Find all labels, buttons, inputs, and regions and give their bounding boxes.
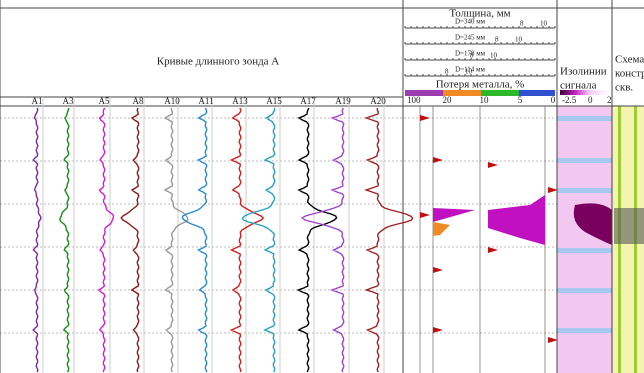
scheme-defect: [614, 208, 644, 244]
scale-tick-label: 10: [515, 36, 523, 44]
color-bar: [519, 90, 555, 96]
isoline-stripe: [557, 158, 612, 163]
well-log: Кривые длинного зонда А Толщина, мм Поте…: [0, 0, 644, 373]
curve-label: A3: [63, 96, 74, 106]
curve-label: A1: [32, 96, 43, 106]
isoline-tick-label: 2: [607, 95, 612, 105]
scheme-title: констр: [615, 68, 644, 80]
loss-tick-label: 0: [551, 95, 556, 105]
isoline-stripe: [557, 288, 612, 293]
scale-tick-label: 8: [520, 20, 524, 28]
scale-label: D=340 мм: [455, 18, 486, 26]
curve-label: A11: [198, 96, 213, 106]
loss-tick-label: 10: [480, 95, 490, 105]
curve-label: A15: [266, 96, 282, 106]
scheme-title: скв.: [615, 82, 633, 94]
curves-title: Кривые длинного зонда А: [157, 56, 280, 68]
isoline-stripe: [557, 188, 612, 193]
curve-label: A5: [99, 96, 110, 106]
isoline-stripe: [557, 248, 612, 253]
scale-tick-label: 10: [540, 20, 548, 28]
background: [0, 0, 644, 373]
curve-label: A19: [335, 96, 351, 106]
curve-label: A20: [370, 96, 386, 106]
scale-tick-label: 10: [465, 68, 473, 76]
scale-label: D=245 мм: [455, 34, 486, 42]
curve-label: A17: [300, 96, 316, 106]
isoline-tick-label: -2.5: [562, 95, 577, 105]
scale-tick-label: 8: [445, 68, 449, 76]
isoline-stripe: [557, 116, 612, 121]
loss-tick-label: 5: [518, 95, 523, 105]
scale-tick-label: 8: [495, 36, 499, 44]
curve-label: A13: [232, 96, 248, 106]
isolines-title: Изолинии: [560, 66, 607, 78]
loss-title: Потеря металла, %: [436, 79, 525, 91]
curve-label: A10: [164, 96, 180, 106]
isoline-stripe: [557, 328, 612, 333]
curve-label: A8: [133, 96, 144, 106]
loss-tick-label: 20: [443, 95, 453, 105]
scale-tick-label: 8: [470, 52, 474, 60]
scheme-title: Схема: [615, 54, 644, 66]
isolines-title: сигнала: [560, 80, 597, 92]
scale-tick-label: 10: [490, 52, 498, 60]
isoline-tick-label: 0: [588, 95, 593, 105]
loss-tick-label: 100: [407, 95, 421, 105]
